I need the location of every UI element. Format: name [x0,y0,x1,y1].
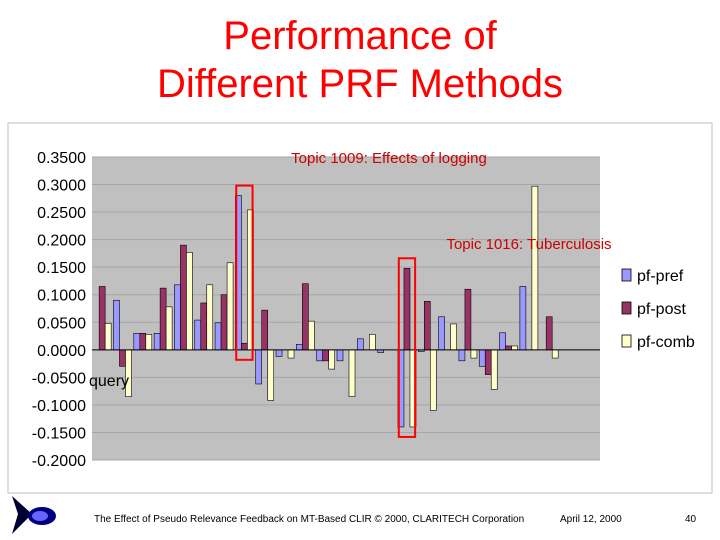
bar-pf-pref-18 [438,316,445,351]
bar-pf-pref-9 [255,349,263,385]
bar-pf-post-1 [98,286,106,351]
bar-pf-comb-13 [348,349,356,397]
bar-pf-comb-7 [226,262,234,351]
footer-citation: The Effect of Pseudo Relevance Feedback … [94,514,525,525]
bar-pf-comb-10 [287,349,295,359]
bar-pf-post-23 [545,316,553,351]
highlight-box [397,257,417,438]
bar-pf-pref-5 [174,284,181,351]
bar-pf-comb-14 [369,334,376,351]
bar-pf-pref-20 [478,349,486,367]
y-tick-label: 0.0500 [37,315,86,332]
bar-pf-pref-12 [316,349,323,362]
y-tick-label: 0.3500 [37,150,86,167]
legend: pf-pref pf-post pf-comb [621,268,695,351]
bar-pf-pref-19 [458,349,466,362]
bar-pf-comb-5 [186,252,193,351]
bar-pf-post-9 [261,309,269,351]
bar-pf-post-4 [159,287,167,351]
bar-pf-comb-11 [308,320,315,351]
bar-pf-post-21 [505,345,512,351]
annotation-text: Topic 1009: Effects of logging [291,150,487,167]
bar-pf-comb-6 [206,284,214,351]
gridlines [92,156,600,461]
y-tick-label: 0.1500 [37,260,86,277]
y-tick-label: -0.1500 [32,425,86,442]
bar-pf-pref-10 [275,349,283,357]
bar-pf-post-6 [200,302,208,351]
bar-pf-comb-4 [165,306,173,351]
legend-label-pf-pref: pf-pref [637,268,684,285]
bar-pf-comb-23 [551,349,559,359]
bar-pf-post-7 [220,294,228,351]
bar-pf-comb-12 [328,349,335,370]
highlight-boxes [235,184,417,438]
y-tick-label: 0.2000 [37,233,86,250]
bar-pf-pref-21 [499,332,506,351]
y-tick-label: -0.2000 [32,453,86,470]
bar-pf-post-5 [180,244,187,351]
y-tick-label: -0.1000 [32,398,86,415]
bar-pf-pref-4 [153,332,161,351]
y-tick-label: 0.3000 [37,178,86,195]
bar-pf-post-19 [464,288,472,351]
bar-pf-comb-3 [145,334,153,351]
legend-swatch-pf-comb [621,334,632,348]
bar-pf-pref-22 [519,286,527,351]
bar-pf-comb-9 [267,349,275,401]
bar-pf-pref-2 [113,299,120,351]
bar-pf-pref-13 [336,349,344,362]
bar-pf-pref-6 [194,319,202,351]
bar-pf-comb-22 [531,185,539,351]
bar-pf-post-17 [423,301,431,351]
legend-label-pf-comb: pf-comb [637,334,695,351]
bar-pf-comb-18 [450,323,457,351]
bar-pf-comb-20 [490,349,498,390]
bar-pf-comb-21 [511,345,518,351]
bar-pf-post-2 [119,349,126,367]
legend-swatch-pf-pref [621,268,632,282]
x-axis-category-label: query [89,373,129,390]
annotations: Topic 1009: Effects of logging Topic 1016… [291,150,611,253]
bar-pf-post-20 [484,349,492,375]
bar-pf-pref-3 [133,332,141,351]
y-tick-label: 0.2500 [37,205,86,222]
title-line-2: Different PRF Methods [156,62,564,106]
bar-pf-pref-14 [357,338,364,351]
claritech-logo-icon [12,496,56,534]
bar-pf-post-16 [403,267,411,351]
y-tick-label: 0.1000 [37,288,86,305]
slide-title: Performance of Different PRF Methods [0,12,720,108]
bar-pf-comb-1 [104,323,112,351]
bar-pf-post-8 [241,342,248,351]
bar-pf-comb-19 [470,349,478,359]
legend-label-pf-post: pf-post [637,301,686,318]
highlight-box [235,184,254,361]
y-axis-ticks: 0.3500 0.3000 0.2500 0.2000 0.1500 0.1000 0.05… [32,150,86,470]
legend-swatch-pf-post [621,301,632,315]
bar-pf-pref-7 [214,322,222,351]
bar-pf-post-11 [302,283,309,351]
bar-pf-pref-11 [296,344,303,351]
footer-date: April 12, 2000 [560,514,622,525]
title-line-1: Performance of [223,14,497,58]
footer-page-number: 40 [685,514,697,525]
bar-pf-comb-17 [429,349,437,411]
annotation-text: Topic 1016: Tuberculosis [446,236,611,253]
y-tick-label: -0.0500 [32,370,86,387]
bar-pf-post-12 [322,349,329,362]
y-tick-label: 0.0000 [37,343,86,360]
bar-pf-post-3 [139,332,147,351]
